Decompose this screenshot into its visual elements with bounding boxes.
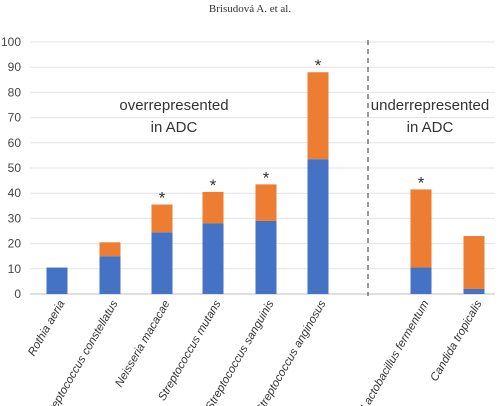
y-tick-30: 30 — [8, 211, 22, 225]
bar-blue-4 — [255, 220, 277, 294]
bar-blue-6 — [410, 267, 432, 294]
y-tick-20: 20 — [8, 237, 22, 251]
x-label-0: Rothia aeria — [26, 299, 67, 359]
bar-blue-5 — [307, 159, 329, 294]
significance-star-5: * — [315, 56, 322, 75]
bar-orange-7 — [463, 236, 485, 289]
x-label-2: Neisseria macacae — [113, 299, 172, 390]
significance-star-2: * — [159, 189, 166, 208]
bars — [46, 72, 485, 294]
bar-orange-6 — [410, 189, 432, 268]
annotation-overrepresented-line2: in ADC — [151, 119, 198, 136]
y-tick-100: 100 — [1, 35, 21, 49]
running-title: Brisudová A. et al. — [208, 3, 292, 15]
annotation-overrepresented-line1: overrepresented — [119, 97, 228, 114]
bar-blue-1 — [99, 256, 121, 294]
significance-markers: * * * * * — [159, 56, 425, 207]
bar-orange-4 — [255, 184, 277, 221]
bar-blue-7 — [463, 288, 485, 294]
bar-blue-0 — [46, 267, 68, 294]
y-tick-90: 90 — [8, 60, 22, 74]
y-tick-60: 60 — [8, 136, 22, 150]
significance-star-3: * — [210, 176, 217, 195]
bar-blue-2 — [151, 232, 173, 294]
x-label-7: Candida tropicalis — [428, 298, 484, 383]
bar-orange-1 — [99, 242, 121, 257]
bar-blue-3 — [202, 223, 224, 294]
annotation-underrepresented-line1: underrepresented — [371, 97, 489, 114]
y-tick-40: 40 — [8, 186, 22, 200]
y-tick-0: 0 — [14, 287, 21, 301]
significance-star-4: * — [263, 168, 270, 187]
bar-orange-2 — [151, 204, 173, 233]
x-label-6: Lactobacillus fermentum — [359, 298, 432, 406]
annotation-underrepresented-line2: in ADC — [407, 119, 454, 136]
bar-orange-3 — [202, 191, 224, 224]
significance-star-6: * — [418, 173, 425, 192]
y-axis-ticks: 0 10 20 30 40 50 60 70 80 90 100 — [1, 35, 21, 301]
y-tick-70: 70 — [8, 111, 22, 125]
y-tick-10: 10 — [8, 262, 22, 276]
y-tick-80: 80 — [8, 85, 22, 99]
bar-orange-5 — [307, 72, 329, 160]
y-tick-50: 50 — [8, 161, 22, 175]
